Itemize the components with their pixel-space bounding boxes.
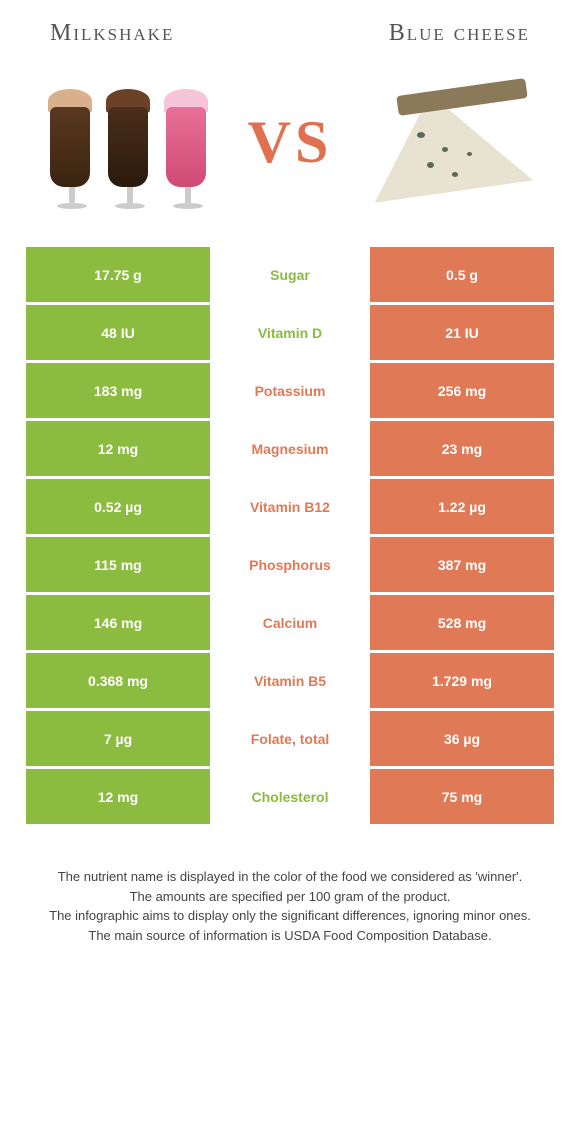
left-food-title: Milkshake bbox=[50, 20, 174, 47]
nutrient-row: 7 µgFolate, total36 µg bbox=[26, 711, 554, 766]
footer-note-2: The amounts are specified per 100 gram o… bbox=[30, 887, 550, 907]
vs-label: VS bbox=[248, 108, 333, 177]
left-value: 115 mg bbox=[26, 537, 210, 592]
footer-note-1: The nutrient name is displayed in the co… bbox=[30, 867, 550, 887]
right-value: 1.22 µg bbox=[370, 479, 554, 534]
right-value: 23 mg bbox=[370, 421, 554, 476]
nutrient-label: Potassium bbox=[210, 363, 370, 418]
footer-notes: The nutrient name is displayed in the co… bbox=[0, 827, 580, 965]
nutrient-row: 48 IUVitamin D21 IU bbox=[26, 305, 554, 360]
nutrient-table: 17.75 gSugar0.5 g48 IUVitamin D21 IU183 … bbox=[26, 247, 554, 824]
right-food-title: Blue cheese bbox=[389, 20, 530, 47]
nutrient-label: Vitamin D bbox=[210, 305, 370, 360]
nutrient-label: Folate, total bbox=[210, 711, 370, 766]
footer-note-4: The main source of information is USDA F… bbox=[30, 926, 550, 946]
left-value: 0.52 µg bbox=[26, 479, 210, 534]
header: Milkshake Blue cheese bbox=[0, 0, 580, 57]
right-value: 1.729 mg bbox=[370, 653, 554, 708]
right-value: 75 mg bbox=[370, 769, 554, 824]
left-value: 12 mg bbox=[26, 769, 210, 824]
right-value: 36 µg bbox=[370, 711, 554, 766]
nutrient-label: Vitamin B5 bbox=[210, 653, 370, 708]
nutrient-row: 0.52 µgVitamin B121.22 µg bbox=[26, 479, 554, 534]
left-value: 0.368 mg bbox=[26, 653, 210, 708]
nutrient-row: 12 mgCholesterol75 mg bbox=[26, 769, 554, 824]
nutrient-row: 12 mgMagnesium23 mg bbox=[26, 421, 554, 476]
nutrient-row: 0.368 mgVitamin B51.729 mg bbox=[26, 653, 554, 708]
nutrient-row: 17.75 gSugar0.5 g bbox=[26, 247, 554, 302]
nutrient-label: Vitamin B12 bbox=[210, 479, 370, 534]
left-value: 7 µg bbox=[26, 711, 210, 766]
nutrient-label: Cholesterol bbox=[210, 769, 370, 824]
right-value: 528 mg bbox=[370, 595, 554, 650]
right-value: 387 mg bbox=[370, 537, 554, 592]
nutrient-label: Phosphorus bbox=[210, 537, 370, 592]
left-value: 12 mg bbox=[26, 421, 210, 476]
left-value: 183 mg bbox=[26, 363, 210, 418]
left-value: 146 mg bbox=[26, 595, 210, 650]
right-value: 0.5 g bbox=[370, 247, 554, 302]
footer-note-3: The infographic aims to display only the… bbox=[30, 906, 550, 926]
nutrient-row: 146 mgCalcium528 mg bbox=[26, 595, 554, 650]
milkshake-image bbox=[40, 67, 220, 217]
left-value: 17.75 g bbox=[26, 247, 210, 302]
nutrient-row: 183 mgPotassium256 mg bbox=[26, 363, 554, 418]
nutrient-label: Calcium bbox=[210, 595, 370, 650]
nutrient-label: Sugar bbox=[210, 247, 370, 302]
left-value: 48 IU bbox=[26, 305, 210, 360]
nutrient-row: 115 mgPhosphorus387 mg bbox=[26, 537, 554, 592]
right-value: 256 mg bbox=[370, 363, 554, 418]
images-row: VS bbox=[0, 57, 580, 247]
blue-cheese-image bbox=[360, 67, 540, 217]
right-value: 21 IU bbox=[370, 305, 554, 360]
infographic-container: Milkshake Blue cheese VS 17.75 gSugar0.5… bbox=[0, 0, 580, 1144]
nutrient-label: Magnesium bbox=[210, 421, 370, 476]
